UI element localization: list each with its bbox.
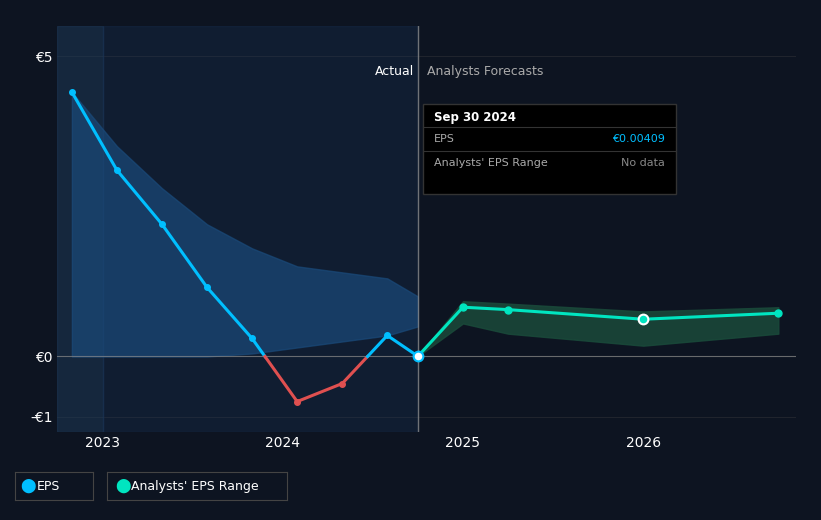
Text: EPS: EPS xyxy=(434,134,455,144)
Text: Analysts Forecasts: Analysts Forecasts xyxy=(427,65,544,78)
Text: EPS: EPS xyxy=(37,479,60,493)
Text: Actual: Actual xyxy=(375,65,415,78)
Text: ⬤: ⬤ xyxy=(21,479,36,493)
Text: ⬤: ⬤ xyxy=(115,479,131,493)
Text: €0.00409: €0.00409 xyxy=(612,134,665,144)
Text: Sep 30 2024: Sep 30 2024 xyxy=(434,111,516,124)
Text: Analysts' EPS Range: Analysts' EPS Range xyxy=(434,158,548,168)
Text: Analysts' EPS Range: Analysts' EPS Range xyxy=(131,479,259,493)
Text: No data: No data xyxy=(621,158,665,168)
FancyBboxPatch shape xyxy=(424,104,676,194)
Bar xyxy=(57,26,103,432)
Bar xyxy=(103,26,418,432)
